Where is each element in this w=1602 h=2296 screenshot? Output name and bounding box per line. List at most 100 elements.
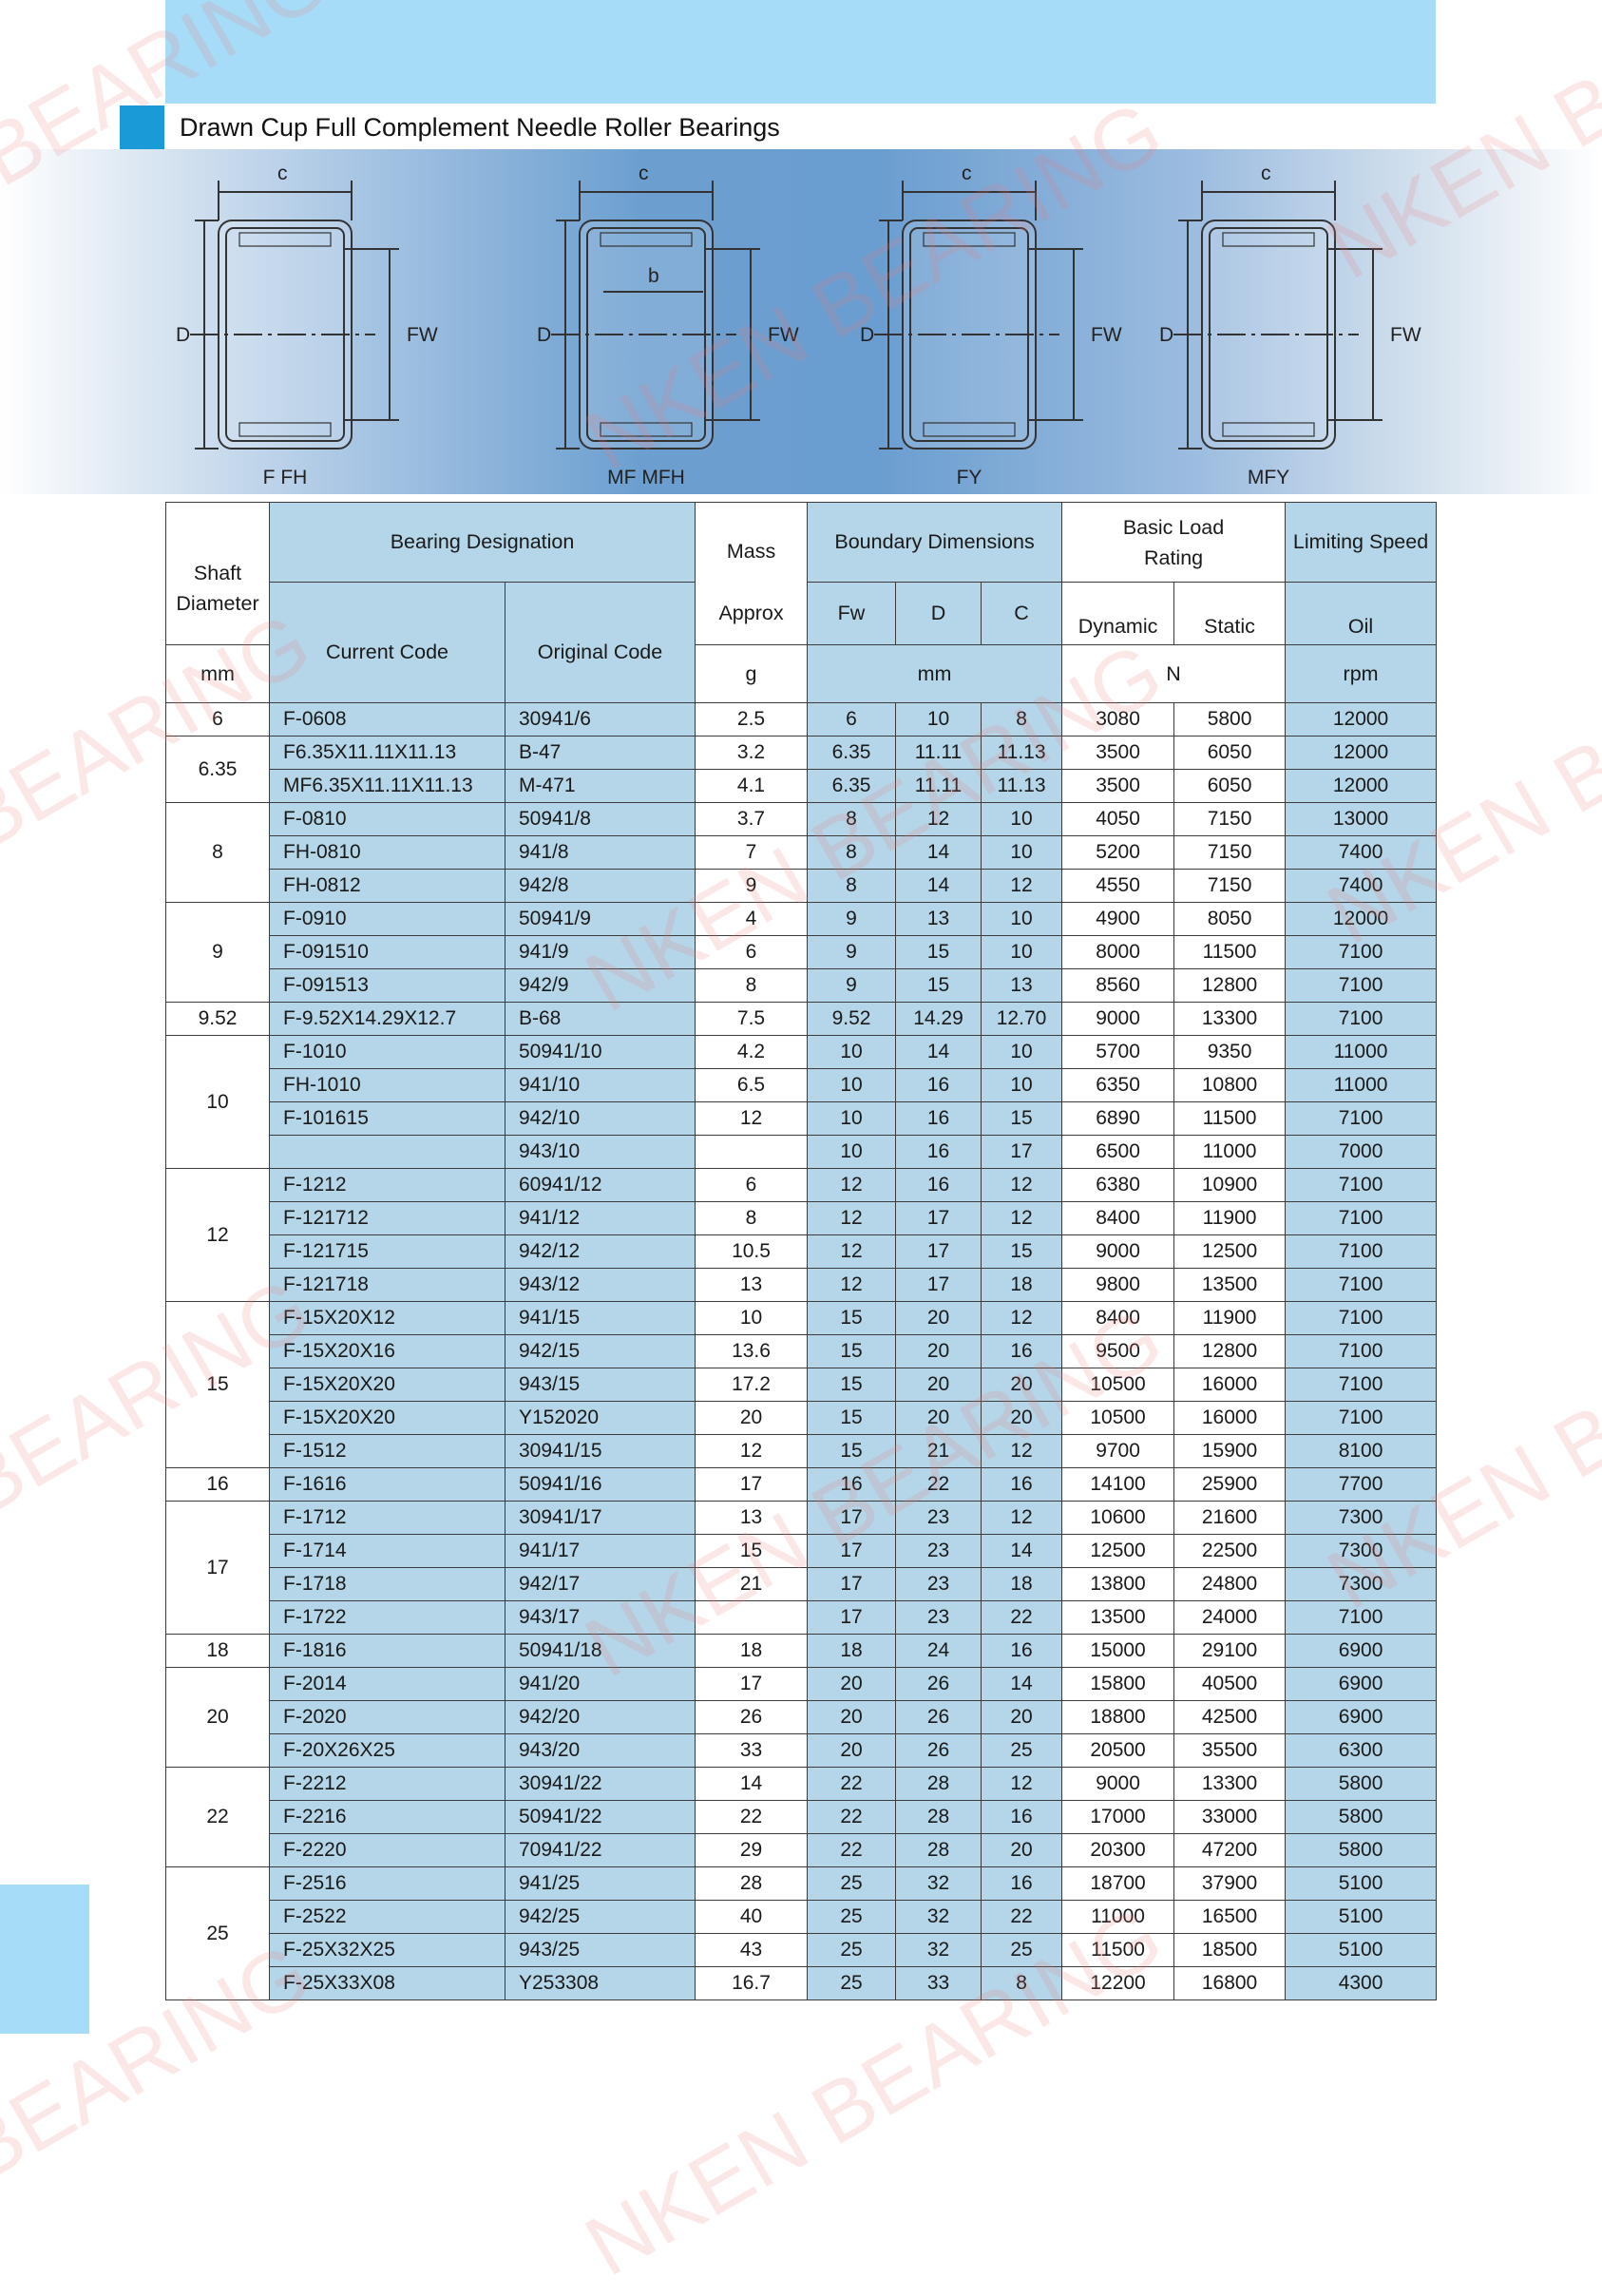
current-code-cell: F-091510 — [269, 935, 505, 969]
static-cell: 11900 — [1173, 1201, 1287, 1235]
speed-cell: 7300 — [1285, 1534, 1438, 1568]
c-cell: 12 — [981, 1301, 1063, 1335]
c-cell: 10 — [981, 902, 1063, 936]
static-cell: 13300 — [1173, 1002, 1287, 1036]
d-cell: 16 — [895, 1168, 982, 1202]
c-cell: 20 — [981, 1368, 1063, 1402]
fw-cell: 9 — [807, 935, 897, 969]
mass-cell: 6.5 — [695, 1068, 809, 1102]
original-code-cell: 30941/6 — [504, 702, 696, 737]
dimension-label-c: c — [1261, 163, 1271, 184]
static-cell: 10800 — [1173, 1068, 1287, 1102]
c-cell: 16 — [981, 1334, 1063, 1368]
static-cell: 5800 — [1173, 702, 1287, 737]
mass-cell: 7.5 — [695, 1002, 809, 1036]
header-load: Basic Load Rating — [1061, 502, 1287, 583]
dimension-label-fw: FW — [768, 324, 799, 346]
fw-cell: 25 — [807, 1966, 897, 2000]
c-cell: 20 — [981, 1833, 1063, 1867]
c-cell: 15 — [981, 1101, 1063, 1136]
static-cell: 47200 — [1173, 1833, 1287, 1867]
mass-cell: 22 — [695, 1800, 809, 1834]
speed-cell: 12000 — [1285, 702, 1438, 737]
diagram-caption: MF MFH — [607, 467, 685, 488]
static-cell: 16800 — [1173, 1966, 1287, 2000]
fw-cell: 10 — [807, 1035, 897, 1069]
title-marker — [120, 105, 164, 149]
dynamic-cell: 9000 — [1061, 1002, 1175, 1036]
shaft-diameter-cell: 15 — [165, 1301, 270, 1468]
mass-cell: 8 — [695, 1201, 809, 1235]
table-row: F-091513 942/9 8 9 15 13 8560 12800 7100 — [166, 968, 1438, 1003]
dynamic-cell: 18700 — [1061, 1866, 1175, 1901]
mass-cell: 4 — [695, 902, 809, 936]
d-cell: 12 — [895, 802, 982, 836]
table-row: 6 F-0608 30941/6 2.5 6 10 8 3080 5800 12000 — [165, 702, 1438, 737]
static-cell: 29100 — [1173, 1634, 1287, 1668]
fw-cell: 25 — [807, 1866, 897, 1901]
d-cell: 24 — [895, 1634, 982, 1668]
dimension-label-b: b — [648, 265, 659, 287]
static-cell: 16000 — [1173, 1401, 1287, 1435]
static-cell: 6050 — [1173, 769, 1287, 803]
table-row: F-121715 942/12 10.5 12 17 15 9000 12500 7100 — [166, 1234, 1438, 1269]
c-cell: 12 — [981, 1767, 1063, 1801]
static-cell: 12500 — [1173, 1234, 1287, 1269]
header-static: Static — [1173, 582, 1287, 645]
original-code-cell: B-47 — [504, 736, 696, 770]
dynamic-cell: 15000 — [1061, 1634, 1175, 1668]
static-cell: 24800 — [1173, 1567, 1287, 1601]
static-cell: 11900 — [1173, 1301, 1287, 1335]
fw-cell: 12 — [807, 1168, 897, 1202]
diagram-band: c D FW F FH c b D FW MF MFH c D FW — [0, 149, 1602, 494]
static-cell: 15900 — [1173, 1434, 1287, 1468]
shaft-diameter-cell: 22 — [165, 1767, 270, 1867]
static-cell: 25900 — [1173, 1467, 1287, 1502]
mass-cell: 2.5 — [695, 702, 809, 737]
original-code-cell: 50941/16 — [504, 1467, 696, 1502]
c-cell: 10 — [981, 1035, 1063, 1069]
table-row: 12 F-1212 60941/12 6 12 16 12 6380 10900 7100 — [165, 1168, 1438, 1302]
mass-cell: 15 — [695, 1534, 809, 1568]
static-cell: 16500 — [1173, 1900, 1287, 1934]
table-row: 9.52 F-9.52X14.29X12.7 B-68 7.5 9.52 14.29 12.… — [165, 1002, 1438, 1036]
dimension-label-d: D — [860, 324, 874, 346]
d-cell: 10 — [895, 702, 982, 737]
table-row: F-2522 942/25 40 25 32 22 11000 16500 5100 — [166, 1900, 1438, 1934]
d-cell: 17 — [895, 1201, 982, 1235]
fw-cell: 10 — [807, 1068, 897, 1102]
d-cell: 32 — [895, 1866, 982, 1901]
c-cell: 25 — [981, 1933, 1063, 1967]
table-row: 943/10 10 16 17 6500 11000 7000 — [166, 1135, 1438, 1169]
d-cell: 20 — [895, 1368, 982, 1402]
fw-cell: 15 — [807, 1401, 897, 1435]
mass-cell: 4.2 — [695, 1035, 809, 1069]
original-code-cell: 30941/22 — [504, 1767, 696, 1801]
static-cell: 10900 — [1173, 1168, 1287, 1202]
speed-cell: 6900 — [1285, 1667, 1438, 1701]
c-cell: 12 — [981, 1201, 1063, 1235]
fw-cell: 22 — [807, 1767, 897, 1801]
fw-cell: 17 — [807, 1567, 897, 1601]
current-code-cell: F-15X20X20 — [269, 1368, 505, 1402]
mass-cell: 3.7 — [695, 802, 809, 836]
d-cell: 20 — [895, 1334, 982, 1368]
header-current-code: Current Code — [269, 582, 505, 703]
d-cell: 23 — [895, 1501, 982, 1535]
dimension-label-d: D — [1159, 324, 1173, 346]
table-row: 25 F-2516 941/25 28 25 32 16 18700 37900 5100 — [165, 1866, 1438, 2000]
fw-cell: 12 — [807, 1234, 897, 1269]
table-row: F-1714 941/17 15 17 23 14 12500 22500 7300 — [166, 1534, 1438, 1568]
current-code-cell: F-1816 — [269, 1634, 505, 1668]
speed-cell: 7100 — [1285, 1234, 1438, 1269]
dynamic-cell: 4050 — [1061, 802, 1175, 836]
dynamic-cell: 20500 — [1061, 1733, 1175, 1768]
mass-cell: 13 — [695, 1268, 809, 1302]
header-fw: Fw — [807, 582, 897, 645]
current-code-cell: F-2516 — [269, 1866, 505, 1901]
shaft-diameter-cell: 6 — [165, 702, 270, 737]
fw-cell: 6.35 — [807, 736, 897, 770]
mass-cell: 17 — [695, 1467, 809, 1502]
fw-cell: 16 — [807, 1467, 897, 1502]
c-cell: 10 — [981, 935, 1063, 969]
